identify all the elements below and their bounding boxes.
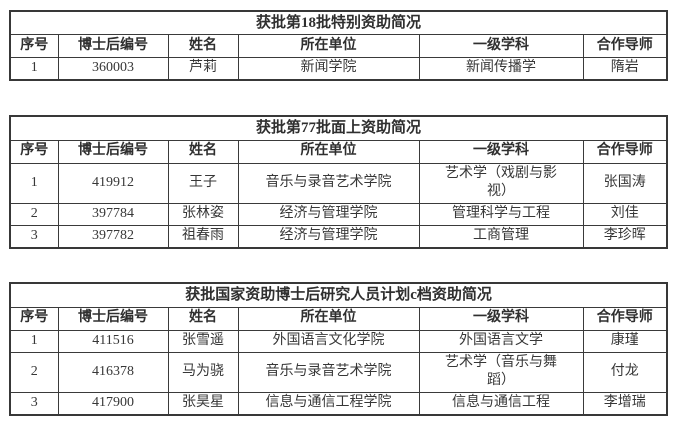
table-title-row: 获批第18批特别资助简况 xyxy=(9,10,668,36)
special-funding-table: 获批第18批特别资助简况 序号 博士后编号 姓名 所在单位 一级学科 合作导师 … xyxy=(9,10,669,82)
column-header-mentor: 合作导师 xyxy=(582,139,668,164)
cell-index: 3 xyxy=(9,225,59,249)
table-row: 2 416378 马为骁 音乐与录音艺术学院 艺术学（音乐与舞 蹈） 付龙 xyxy=(9,351,668,394)
column-header-postdoc-id: 博士后编号 xyxy=(57,139,169,164)
cell-name: 张昊星 xyxy=(167,392,239,416)
cell-index: 3 xyxy=(9,392,59,416)
table-row: 1 419912 王子 音乐与录音艺术学院 艺术学（戏剧与影 视） 张国涛 xyxy=(9,162,668,205)
column-header-discipline: 一级学科 xyxy=(418,139,584,164)
column-header-postdoc-id: 博士后编号 xyxy=(57,34,169,59)
column-header-mentor: 合作导师 xyxy=(582,34,668,59)
cell-postdoc-id: 419912 xyxy=(57,162,169,205)
table-title-row: 获批第77批面上资助简况 xyxy=(9,115,668,141)
column-header-index: 序号 xyxy=(9,139,59,164)
cell-name: 张雪遥 xyxy=(167,329,239,353)
cell-index: 1 xyxy=(9,329,59,353)
table-header-row: 序号 博士后编号 姓名 所在单位 一级学科 合作导师 xyxy=(9,306,668,331)
cell-unit: 外国语言文化学院 xyxy=(237,329,420,353)
cell-discipline: 工商管理 xyxy=(418,225,584,249)
cell-index: 2 xyxy=(9,203,59,227)
cell-postdoc-id: 411516 xyxy=(57,329,169,353)
cell-mentor: 张国涛 xyxy=(582,162,668,205)
national-plan-c-funding-table: 获批国家资助博士后研究人员计划c档资助简况 序号 博士后编号 姓名 所在单位 一… xyxy=(9,282,669,417)
cell-discipline: 管理科学与工程 xyxy=(418,203,584,227)
cell-discipline: 信息与通信工程 xyxy=(418,392,584,416)
cell-mentor: 李增瑞 xyxy=(582,392,668,416)
table-row: 3 397782 祖春雨 经济与管理学院 工商管理 李珍晖 xyxy=(9,225,668,249)
cell-discipline: 外国语言文学 xyxy=(418,329,584,353)
column-header-postdoc-id: 博士后编号 xyxy=(57,306,169,331)
column-header-index: 序号 xyxy=(9,34,59,59)
general-funding-table: 获批第77批面上资助简况 序号 博士后编号 姓名 所在单位 一级学科 合作导师 … xyxy=(9,115,669,250)
cell-unit: 信息与通信工程学院 xyxy=(237,392,420,416)
cell-unit: 经济与管理学院 xyxy=(237,225,420,249)
table-title: 获批第18批特别资助简况 xyxy=(9,10,668,36)
table-row: 3 417900 张昊星 信息与通信工程学院 信息与通信工程 李增瑞 xyxy=(9,392,668,416)
cell-mentor: 康瑾 xyxy=(582,329,668,353)
table-title: 获批第77批面上资助简况 xyxy=(9,115,668,141)
cell-unit: 音乐与录音艺术学院 xyxy=(237,351,420,394)
cell-name: 张林姿 xyxy=(167,203,239,227)
table-row: 1 411516 张雪遥 外国语言文化学院 外国语言文学 康瑾 xyxy=(9,329,668,353)
cell-name: 祖春雨 xyxy=(167,225,239,249)
column-header-mentor: 合作导师 xyxy=(582,306,668,331)
column-header-name: 姓名 xyxy=(167,306,239,331)
cell-mentor: 付龙 xyxy=(582,351,668,394)
cell-name: 王子 xyxy=(167,162,239,205)
cell-discipline: 艺术学（戏剧与影 视） xyxy=(418,162,584,205)
cell-mentor: 隋岩 xyxy=(582,57,668,81)
column-header-name: 姓名 xyxy=(167,139,239,164)
cell-unit: 新闻学院 xyxy=(237,57,420,81)
table-title-row: 获批国家资助博士后研究人员计划c档资助简况 xyxy=(9,282,668,308)
cell-mentor: 李珍晖 xyxy=(582,225,668,249)
table-body: 1 419912 王子 音乐与录音艺术学院 艺术学（戏剧与影 视） 张国涛 2 397784 张… xyxy=(9,162,668,249)
cell-postdoc-id: 397784 xyxy=(57,203,169,227)
table-body: 1 360003 芦莉 新闻学院 新闻传播学 隋岩 xyxy=(9,57,668,81)
column-header-unit: 所在单位 xyxy=(237,34,420,59)
cell-unit: 经济与管理学院 xyxy=(237,203,420,227)
cell-postdoc-id: 397782 xyxy=(57,225,169,249)
cell-name: 马为骁 xyxy=(167,351,239,394)
cell-index: 2 xyxy=(9,351,59,394)
table-header-row: 序号 博士后编号 姓名 所在单位 一级学科 合作导师 xyxy=(9,34,668,59)
table-title: 获批国家资助博士后研究人员计划c档资助简况 xyxy=(9,282,668,308)
cell-postdoc-id: 417900 xyxy=(57,392,169,416)
cell-postdoc-id: 360003 xyxy=(57,57,169,81)
cell-mentor: 刘佳 xyxy=(582,203,668,227)
cell-name: 芦莉 xyxy=(167,57,239,81)
column-header-discipline: 一级学科 xyxy=(418,34,584,59)
cell-unit: 音乐与录音艺术学院 xyxy=(237,162,420,205)
cell-discipline: 新闻传播学 xyxy=(418,57,584,81)
cell-postdoc-id: 416378 xyxy=(57,351,169,394)
column-header-name: 姓名 xyxy=(167,34,239,59)
cell-index: 1 xyxy=(9,57,59,81)
table-row: 1 360003 芦莉 新闻学院 新闻传播学 隋岩 xyxy=(9,57,668,81)
column-header-discipline: 一级学科 xyxy=(418,306,584,331)
column-header-unit: 所在单位 xyxy=(237,306,420,331)
cell-discipline: 艺术学（音乐与舞 蹈） xyxy=(418,351,584,394)
table-header-row: 序号 博士后编号 姓名 所在单位 一级学科 合作导师 xyxy=(9,139,668,164)
column-header-index: 序号 xyxy=(9,306,59,331)
column-header-unit: 所在单位 xyxy=(237,139,420,164)
table-body: 1 411516 张雪遥 外国语言文化学院 外国语言文学 康瑾 2 416378 马为骁 音乐与录… xyxy=(9,329,668,416)
cell-index: 1 xyxy=(9,162,59,205)
table-row: 2 397784 张林姿 经济与管理学院 管理科学与工程 刘佳 xyxy=(9,203,668,227)
